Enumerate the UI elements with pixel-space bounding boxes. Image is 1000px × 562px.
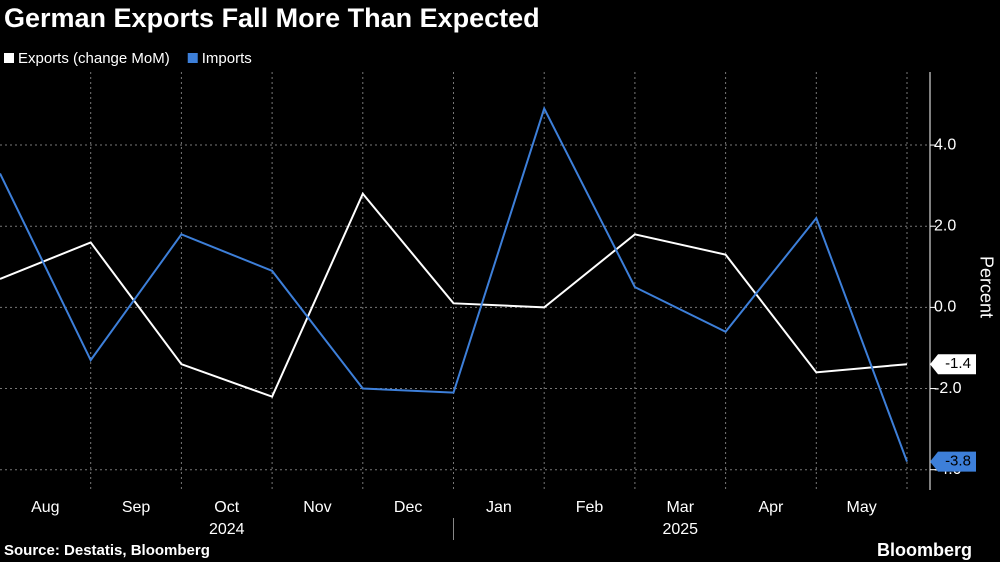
x-tick-label: Sep (122, 499, 151, 516)
x-tick-label: Oct (214, 499, 239, 516)
y-tick-label: 2.0 (934, 217, 956, 234)
year-label: 2025 (662, 521, 698, 538)
line-series (0, 191, 908, 398)
x-tick-label: May (847, 499, 877, 516)
last-value-label: -3.8 (945, 453, 971, 470)
last-value-label: -1.4 (945, 355, 971, 372)
y-tick-label: 4.0 (934, 136, 956, 153)
legend-swatch (4, 53, 14, 63)
x-tick-label: Nov (303, 499, 331, 516)
line-series (0, 105, 908, 462)
x-tick-label: Aug (31, 499, 59, 516)
x-tick-label: Mar (666, 499, 694, 516)
y-tick-label: 0.0 (934, 299, 956, 316)
legend-label: Exports (change MoM) (18, 50, 170, 67)
x-tick-label: Dec (394, 499, 422, 516)
y-axis-label: Percent (976, 256, 996, 318)
legend-label: Imports (202, 50, 252, 67)
chart-title: German Exports Fall More Than Expected (4, 3, 540, 33)
legend-swatch (187, 53, 198, 63)
last-value-tag (930, 451, 976, 472)
x-tick-label: Apr (758, 499, 784, 516)
year-label: 2024 (209, 521, 245, 538)
x-tick-label: Jan (486, 499, 512, 516)
brand: Bloomberg (877, 540, 972, 560)
x-tick-label: Feb (576, 499, 604, 516)
last-value-tag (930, 354, 976, 375)
y-tick-label: -2.0 (934, 380, 962, 397)
source: Source: Destatis, Bloomberg (4, 542, 210, 559)
